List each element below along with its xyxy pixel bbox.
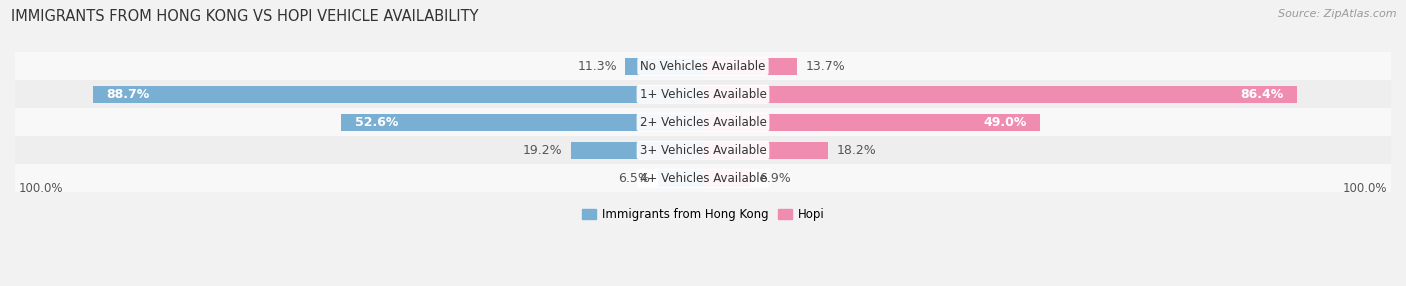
Text: 2+ Vehicles Available: 2+ Vehicles Available: [640, 116, 766, 129]
Bar: [93, 86, 703, 103]
Text: 6.5%: 6.5%: [619, 172, 650, 185]
Bar: [658, 170, 703, 187]
Bar: [571, 142, 703, 159]
Bar: [703, 57, 797, 75]
Text: 3+ Vehicles Available: 3+ Vehicles Available: [640, 144, 766, 157]
Text: 49.0%: 49.0%: [983, 116, 1026, 129]
Text: 88.7%: 88.7%: [107, 88, 150, 101]
Legend: Immigrants from Hong Kong, Hopi: Immigrants from Hong Kong, Hopi: [576, 203, 830, 226]
Text: IMMIGRANTS FROM HONG KONG VS HOPI VEHICLE AVAILABILITY: IMMIGRANTS FROM HONG KONG VS HOPI VEHICL…: [11, 9, 479, 23]
Bar: [626, 57, 703, 75]
Bar: [703, 142, 828, 159]
Bar: [15, 52, 1391, 80]
Bar: [15, 108, 1391, 136]
Bar: [703, 86, 1298, 103]
Text: 86.4%: 86.4%: [1240, 88, 1284, 101]
Bar: [15, 164, 1391, 192]
Text: 100.0%: 100.0%: [1343, 182, 1388, 194]
Bar: [15, 136, 1391, 164]
Text: 4+ Vehicles Available: 4+ Vehicles Available: [640, 172, 766, 185]
Bar: [342, 114, 703, 131]
Text: 1+ Vehicles Available: 1+ Vehicles Available: [640, 88, 766, 101]
Bar: [15, 80, 1391, 108]
Text: Source: ZipAtlas.com: Source: ZipAtlas.com: [1278, 9, 1396, 19]
Text: 100.0%: 100.0%: [18, 182, 63, 194]
Text: 18.2%: 18.2%: [837, 144, 876, 157]
Text: 13.7%: 13.7%: [806, 60, 845, 73]
Text: No Vehicles Available: No Vehicles Available: [640, 60, 766, 73]
Bar: [703, 114, 1040, 131]
Text: 6.9%: 6.9%: [759, 172, 790, 185]
Text: 11.3%: 11.3%: [578, 60, 617, 73]
Bar: [703, 170, 751, 187]
Text: 52.6%: 52.6%: [354, 116, 398, 129]
Text: 19.2%: 19.2%: [523, 144, 562, 157]
